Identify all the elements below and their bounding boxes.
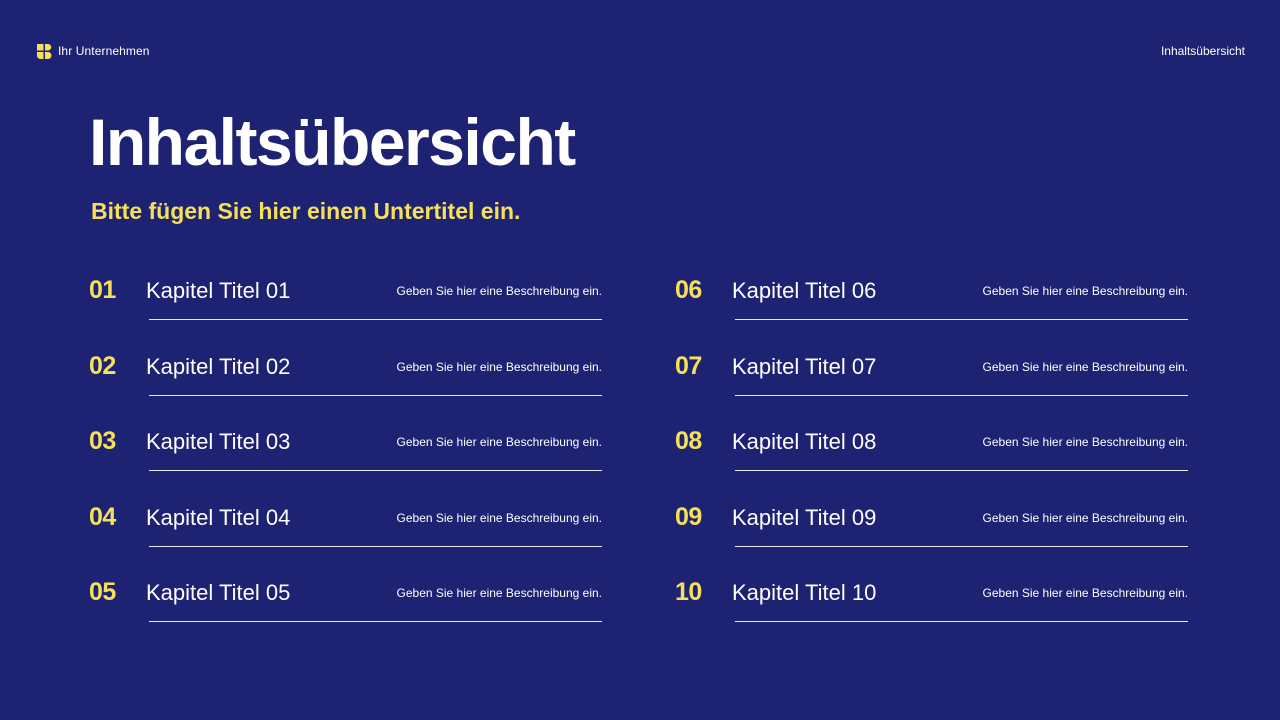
chapter-number: 07	[675, 351, 702, 380]
chapter-number: 05	[89, 578, 116, 606]
chapter-number: 09	[675, 502, 702, 531]
page-subtitle: Bitte fügen Sie hier einen Untertitel ei…	[91, 198, 521, 224]
brand: Ihr Unternehmen	[37, 43, 150, 59]
chapter-title: Kapitel Titel 09	[732, 504, 877, 530]
chapter-description: Geben Sie hier eine Beschreibung ein.	[982, 284, 1188, 298]
chapter-description: Geben Sie hier eine Beschreibung ein.	[982, 359, 1188, 374]
chapter-divider	[735, 394, 1188, 396]
chapter-item[interactable]: 06 Kapitel Titel 06 Geben Sie hier eine …	[675, 268, 1195, 344]
chapter-title: Kapitel Titel 02	[146, 353, 291, 379]
chapter-title: Kapitel Titel 06	[732, 278, 877, 303]
chapter-number: 04	[89, 502, 116, 531]
chapter-title: Kapitel Titel 01	[146, 278, 291, 303]
chapter-item[interactable]: 08 Kapitel Titel 08 Geben Sie hier eine …	[675, 419, 1195, 495]
chapter-item[interactable]: 02 Kapitel Titel 02 Geben Sie hier eine …	[89, 344, 609, 420]
chapter-list-left: 01 Kapitel Titel 01 Geben Sie hier eine …	[89, 268, 609, 646]
chapter-description: Geben Sie hier eine Beschreibung ein.	[396, 284, 602, 298]
section-label: Inhaltsübersicht	[1160, 44, 1245, 58]
chapter-divider	[149, 470, 602, 471]
chapter-title: Kapitel Titel 10	[732, 580, 877, 605]
chapter-description: Geben Sie hier eine Beschreibung ein.	[982, 435, 1188, 449]
chapter-number: 10	[675, 578, 702, 606]
chapter-number: 03	[89, 427, 116, 455]
page-title: Inhaltsübersicht	[89, 105, 576, 179]
chapter-divider	[149, 545, 602, 547]
chapter-item[interactable]: 01 Kapitel Titel 01 Geben Sie hier eine …	[89, 268, 609, 344]
chapter-description: Geben Sie hier eine Beschreibung ein.	[396, 510, 602, 525]
chapter-item[interactable]: 07 Kapitel Titel 07 Geben Sie hier eine …	[675, 344, 1195, 420]
chapter-description: Geben Sie hier eine Beschreibung ein.	[396, 435, 602, 449]
chapter-item[interactable]: 03 Kapitel Titel 03 Geben Sie hier eine …	[89, 419, 609, 495]
chapter-number: 01	[89, 276, 116, 304]
chapter-description: Geben Sie hier eine Beschreibung ein.	[982, 586, 1188, 600]
brand-name: Ihr Unternehmen	[58, 44, 150, 58]
chapter-title: Kapitel Titel 04	[146, 504, 291, 530]
chapter-divider	[149, 319, 602, 320]
chapter-number: 06	[675, 276, 702, 304]
chapter-item[interactable]: 09 Kapitel Titel 09 Geben Sie hier eine …	[675, 495, 1195, 571]
chapter-description: Geben Sie hier eine Beschreibung ein.	[396, 359, 602, 374]
chapter-description: Geben Sie hier eine Beschreibung ein.	[396, 586, 602, 600]
chapter-item[interactable]: 05 Kapitel Titel 05 Geben Sie hier eine …	[89, 570, 609, 646]
chapter-item[interactable]: 10 Kapitel Titel 10 Geben Sie hier eine …	[675, 570, 1195, 646]
chapter-number: 02	[89, 351, 116, 380]
chapter-item[interactable]: 04 Kapitel Titel 04 Geben Sie hier eine …	[89, 495, 609, 571]
chapter-divider	[149, 621, 602, 622]
brand-logo-icon	[37, 43, 52, 59]
chapter-title: Kapitel Titel 05	[146, 580, 291, 605]
chapter-divider	[735, 470, 1188, 471]
chapter-divider	[735, 621, 1188, 622]
chapter-description: Geben Sie hier eine Beschreibung ein.	[982, 510, 1188, 525]
chapter-title: Kapitel Titel 03	[146, 429, 291, 454]
chapter-divider	[735, 319, 1188, 320]
chapter-title: Kapitel Titel 08	[732, 429, 877, 454]
chapter-title: Kapitel Titel 07	[732, 353, 877, 379]
chapter-list-right: 06 Kapitel Titel 06 Geben Sie hier eine …	[675, 268, 1195, 646]
chapter-divider	[149, 394, 602, 396]
chapter-number: 08	[675, 427, 702, 455]
chapter-divider	[735, 545, 1188, 547]
